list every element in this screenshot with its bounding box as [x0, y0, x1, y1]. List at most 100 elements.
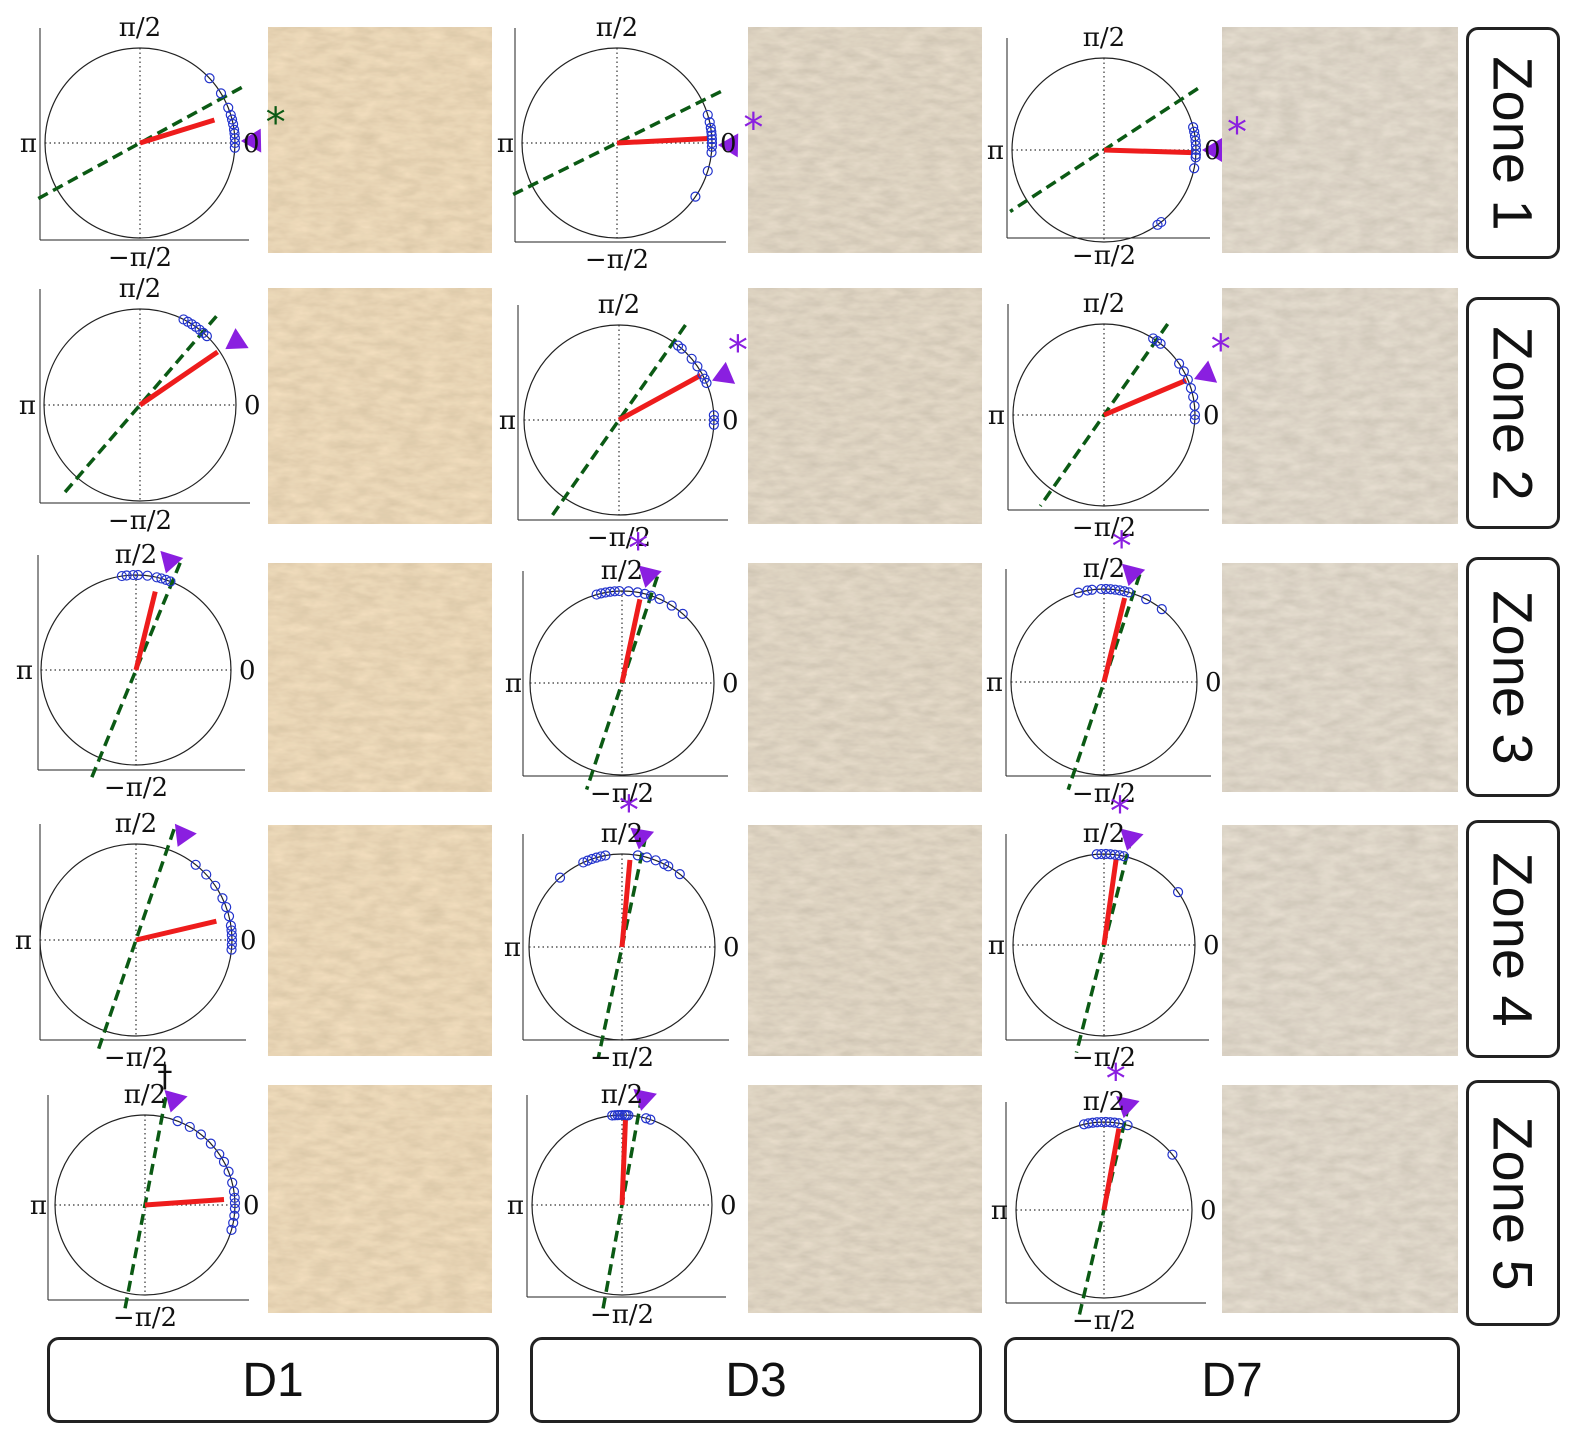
data-point	[218, 1156, 230, 1167]
tick-label-bottom: −π/2	[590, 779, 654, 809]
axis-line	[96, 828, 176, 1052]
micrograph-texture	[268, 825, 492, 1056]
data-point	[228, 1217, 239, 1228]
tick-label-right: 0	[722, 406, 739, 436]
micrograph-texture	[748, 825, 982, 1056]
micrograph-texture	[1222, 1085, 1458, 1313]
data-point	[702, 109, 713, 121]
polar-plot-d7-zone-5: *π/2 π 0 −π/2	[991, 1057, 1217, 1336]
tick-label-right: 0	[1203, 931, 1220, 961]
zone-label-4: Zone 4	[1466, 820, 1560, 1058]
tick-label-bottom: −π/2	[108, 243, 172, 273]
polar-plot-layer: *π/2π 0−π/2*π/2π 0−π/2*π/2π 0−π/2π/2π 0−π/2*…	[15, 13, 1247, 1336]
data-point	[198, 327, 209, 338]
tick-label-left: π	[986, 668, 1003, 698]
tick-label-right: 0	[1200, 1196, 1217, 1226]
tick-label-top: π/2	[124, 1080, 166, 1110]
tick-label-right: 0	[1205, 668, 1222, 698]
tick-label-right: 0	[1203, 401, 1220, 431]
data-point	[217, 893, 228, 904]
polar-plot-d7-zone-2: * π/2 π 0 −π/2	[988, 289, 1231, 543]
tick-label-right: 0	[240, 926, 257, 956]
data-point	[156, 573, 167, 584]
data-point	[690, 191, 701, 202]
mean-vector	[616, 135, 709, 146]
tick-label-bottom: −π/2	[1072, 241, 1136, 271]
data-point	[228, 119, 239, 130]
tick-label-right: 0	[722, 669, 739, 699]
data-point	[616, 1109, 628, 1121]
data-point	[1167, 1149, 1178, 1160]
data-point	[226, 114, 238, 125]
data-point	[223, 1166, 234, 1177]
data-point	[1190, 152, 1201, 163]
tick-label-right: 0	[239, 656, 256, 686]
polar-plot-d1-zone-3: π/2 π 0 −π/2	[16, 540, 256, 803]
data-point	[706, 141, 718, 152]
data-point	[640, 1113, 652, 1124]
tick-label-left: π	[30, 1191, 47, 1221]
polar-plot-d3-zone-4: *π/2 π 0 −π/2	[504, 788, 740, 1073]
unit-circle	[529, 590, 715, 776]
mean-vector	[139, 117, 216, 146]
data-point	[1151, 335, 1163, 347]
micrograph-texture	[748, 288, 982, 524]
direction-arrowhead	[164, 1090, 188, 1113]
axis-line	[512, 89, 722, 197]
direction-arrowhead	[1202, 138, 1222, 162]
polar-plot-d1-zone-4: π/2 π 0 −π/2	[15, 809, 257, 1073]
data-point	[708, 414, 720, 426]
micrograph-d1-zone-4	[268, 825, 492, 1056]
tick-label-bottom: −π/2	[590, 1300, 654, 1330]
tick-label-top: π/2	[1083, 819, 1125, 849]
tick-label-bottom: −π/2	[590, 1043, 654, 1073]
data-point	[151, 572, 162, 583]
data-point	[121, 570, 132, 581]
micrograph-d7-zone-2	[1222, 288, 1458, 524]
tick-label-top: π/2	[596, 13, 638, 43]
tick-label-left: π	[20, 129, 37, 159]
polar-plot-d3-zone-3: *π/2 π 0 −π/2	[505, 526, 739, 809]
data-point	[229, 1192, 240, 1203]
data-point	[1189, 409, 1201, 421]
significance-marker: *	[619, 788, 639, 834]
tick-label-right: 0	[723, 933, 740, 963]
data-point	[142, 570, 153, 581]
direction-arrowhead	[1116, 1096, 1140, 1119]
unit-circle	[521, 47, 713, 239]
micrograph-texture	[748, 27, 982, 253]
data-point	[1189, 126, 1200, 137]
data-point	[128, 569, 139, 581]
micrograph-texture	[1222, 288, 1458, 524]
data-point	[195, 1129, 207, 1140]
micrograph-d7-zone-1	[1222, 27, 1458, 253]
tick-label-left: π	[504, 933, 521, 963]
data-point	[228, 124, 240, 135]
data-point	[1152, 219, 1163, 230]
data-point	[1189, 414, 1200, 425]
data-point	[225, 109, 236, 121]
data-point	[645, 590, 657, 601]
data-point	[1174, 358, 1185, 369]
tick-label-left: π	[16, 656, 33, 686]
direction-arrowhead	[1194, 360, 1218, 383]
column-label-d1: D1	[47, 1337, 499, 1423]
data-point	[701, 377, 712, 389]
significance-marker: *	[628, 526, 648, 572]
tick-label-bottom: −π/2	[585, 245, 649, 275]
micrograph-d1-zone-5	[268, 1085, 492, 1313]
data-point	[595, 851, 606, 862]
data-point	[228, 1186, 240, 1197]
micrograph-d3-zone-4	[748, 825, 982, 1056]
tick-label-top: π/2	[1083, 23, 1125, 53]
data-point	[226, 934, 238, 946]
tick-label-left: π	[505, 669, 522, 699]
tick-label-top: π/2	[601, 556, 643, 586]
tick-label-left: π	[988, 931, 1005, 961]
micrograph-d3-zone-5	[748, 1085, 982, 1313]
tick-label-right: 0	[244, 391, 261, 421]
tick-label-top: π/2	[119, 13, 161, 43]
data-point	[654, 593, 665, 605]
tick-label-left: π	[987, 136, 1004, 166]
